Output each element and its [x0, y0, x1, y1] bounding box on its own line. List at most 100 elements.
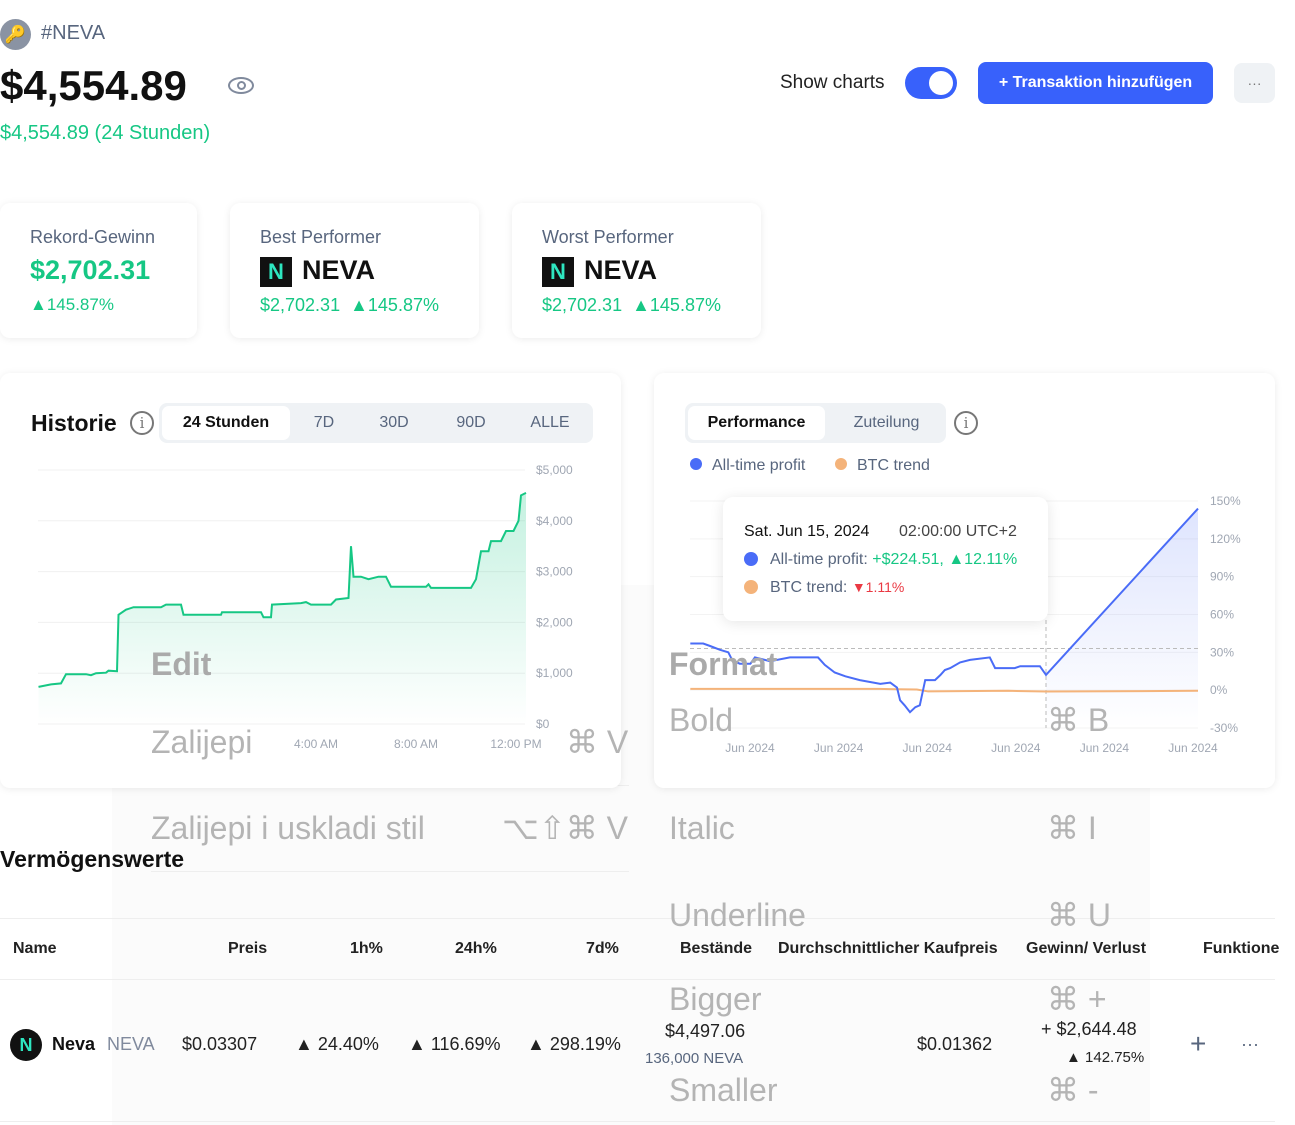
stat-value: $2,702.31: [260, 295, 341, 315]
tab-7d[interactable]: 7D: [313, 414, 335, 431]
col-price[interactable]: Preis: [228, 940, 268, 957]
stat-label: Worst Performer: [542, 227, 674, 247]
col-name[interactable]: Name: [13, 940, 57, 957]
neva-coin-icon: N: [10, 1029, 42, 1061]
stat-coin: N NEVA: [542, 255, 657, 287]
menu-item-smaller[interactable]: Smaller: [669, 1072, 778, 1108]
portfolio-tag: #NEVA: [41, 22, 106, 44]
asset-holdings: $4,497.06: [665, 1021, 746, 1041]
shortcut-paste-match-style: ⌥⇧⌘ V: [502, 810, 628, 846]
neva-logo-icon: N: [260, 256, 292, 287]
asset-price: $0.03307: [182, 1034, 258, 1054]
info-icon[interactable]: i: [130, 411, 154, 435]
more-options-button[interactable]: ···: [1234, 63, 1275, 103]
tooltip-date: Sat. Jun 15, 2024: [744, 523, 870, 540]
chart-tooltip: Sat. Jun 15, 2024 02:00:00 UTC+2 All-tim…: [723, 497, 1048, 621]
asset-1h: ▲ 24.40%: [295, 1034, 379, 1054]
divider: [0, 979, 1275, 980]
coin-symbol: NEVA: [584, 255, 658, 285]
stat-coin: N NEVA: [260, 255, 375, 287]
asset-avg-price: $0.01362: [917, 1034, 993, 1054]
asset-symbol: NEVA: [107, 1034, 155, 1054]
asset-name[interactable]: Neva: [52, 1034, 96, 1054]
orange-dot-icon: [835, 458, 847, 470]
shortcut-underline: ⌘ U: [1047, 897, 1111, 933]
stat-value: $2,702.31: [542, 295, 623, 315]
col-avg-price[interactable]: Durchschnittlicher Kaufpreis: [778, 940, 998, 957]
stat-card-worst-performer[interactable]: Worst Performer N NEVA $2,702.31 ▲145.87%: [512, 203, 761, 338]
tooltip-profit: All-time profit: +$224.51, ▲12.11%: [744, 551, 1017, 569]
shortcut-paste: ⌘ V: [566, 724, 629, 760]
legend-btc-trend[interactable]: BTC trend: [835, 457, 930, 475]
asset-pnl-pct: ▲ 142.75%: [1066, 1049, 1145, 1066]
menu-item-paste-match-style[interactable]: Zalijepi i uskladi stil: [151, 810, 425, 846]
tab-90d[interactable]: 90D: [456, 414, 486, 431]
shortcut-smaller: ⌘ -: [1047, 1072, 1099, 1108]
tooltip-time: 02:00:00 UTC+2: [899, 523, 1017, 540]
col-holdings[interactable]: Bestände: [680, 940, 753, 957]
portfolio-balance: $4,554.89: [0, 62, 187, 109]
history-range-tabs: 24 Stunden 7D 30D 90D ALLE: [159, 403, 593, 443]
history-title: Historie: [31, 410, 117, 436]
assets-title: Vermögenswerte: [0, 846, 185, 872]
stat-card-record-gain: Rekord-Gewinn $2,702.31 ▲145.87%: [0, 203, 197, 338]
key-avatar-icon: 🔑: [0, 19, 31, 50]
asset-holdings-qty: 136,000 NEVA: [645, 1050, 744, 1067]
tooltip-btc-label: BTC trend:: [770, 579, 848, 596]
col-24h[interactable]: 24h%: [455, 940, 497, 957]
asset-24h: ▲ 116.69%: [408, 1034, 501, 1054]
stat-sub: $2,702.31 ▲145.87%: [260, 295, 439, 316]
info-icon[interactable]: i: [954, 411, 978, 435]
blue-dot-icon: [690, 458, 702, 470]
tooltip-btc-pct: ▼1.11%: [851, 579, 905, 595]
stat-value: $2,702.31: [30, 255, 151, 285]
menu-item-paste[interactable]: Zalijepi: [151, 724, 253, 760]
legend-label: All-time profit: [712, 457, 806, 474]
asset-pnl: + $2,644.48: [1041, 1019, 1137, 1039]
divider: [0, 1121, 1275, 1122]
orange-dot-icon: [744, 580, 758, 594]
menu-item-bold[interactable]: Bold: [669, 702, 734, 738]
blue-dot-icon: [744, 552, 758, 566]
menu-separator: [151, 871, 629, 872]
tooltip-btc: BTC trend: ▼1.11%: [744, 579, 904, 597]
show-charts-label: Show charts: [780, 72, 885, 93]
menu-item-bigger[interactable]: Bigger: [669, 981, 762, 1017]
stat-card-best-performer[interactable]: Best Performer N NEVA $2,702.31 ▲145.87%: [230, 203, 479, 338]
col-functions: Funktione: [1203, 940, 1280, 957]
menu-item-italic[interactable]: Italic: [669, 810, 735, 846]
asset-7d: ▲ 298.19%: [527, 1034, 621, 1054]
legend-all-time-profit[interactable]: All-time profit: [690, 457, 805, 475]
add-transaction-icon[interactable]: +: [1190, 1028, 1207, 1059]
col-pnl[interactable]: Gewinn/ Verlust: [1026, 940, 1147, 957]
neva-logo-icon: N: [542, 256, 574, 287]
tab-zuteilung[interactable]: Zuteilung: [853, 414, 920, 431]
tooltip-profit-label: All-time profit:: [770, 551, 868, 568]
shortcut-bigger: ⌘ +: [1047, 981, 1107, 1017]
col-7d[interactable]: 7d%: [586, 940, 619, 957]
tab-24h[interactable]: 24 Stunden: [162, 406, 290, 440]
tab-performance[interactable]: Performance: [688, 406, 825, 440]
menu-header-edit: Edit: [151, 646, 212, 682]
performance-tabs: Performance Zuteilung: [685, 403, 946, 443]
stat-pct: ▲145.87%: [632, 295, 721, 315]
tab-30d[interactable]: 30D: [379, 414, 409, 431]
balance-change: $4,554.89 (24 Stunden): [0, 122, 211, 144]
col-1h[interactable]: 1h%: [350, 940, 383, 957]
tooltip-profit-value: +$224.51,: [872, 551, 944, 568]
stat-label: Best Performer: [260, 227, 382, 247]
menu-item-underline[interactable]: Underline: [669, 897, 806, 933]
row-more-icon[interactable]: ···: [1241, 1034, 1259, 1054]
show-charts-toggle[interactable]: [905, 67, 957, 99]
stat-sub: $2,702.31 ▲145.87%: [542, 295, 721, 316]
shortcut-italic: ⌘ I: [1047, 810, 1097, 846]
eye-icon[interactable]: [228, 77, 254, 94]
menu-header-format: Format: [669, 646, 778, 682]
stat-label: Rekord-Gewinn: [30, 227, 156, 247]
add-transaction-button[interactable]: + Transaktion hinzufügen: [978, 62, 1213, 104]
stat-pct: ▲145.87%: [350, 295, 439, 315]
legend-label: BTC trend: [857, 457, 930, 474]
stat-pct: ▲145.87%: [30, 295, 114, 314]
coin-symbol: NEVA: [302, 255, 376, 285]
tab-all[interactable]: ALLE: [530, 414, 570, 431]
